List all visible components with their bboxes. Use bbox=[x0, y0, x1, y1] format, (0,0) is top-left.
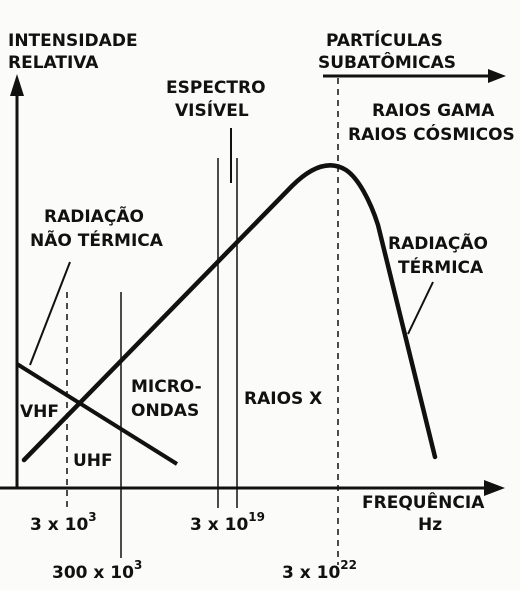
visible-spectrum-label-line2: VISÍVEL bbox=[175, 99, 249, 121]
thermal-label-line2: TÉRMICA bbox=[398, 256, 484, 278]
gamma-rays-label: RAIOS GAMA bbox=[372, 101, 495, 121]
thermal-label-line1: RADIAÇÃO bbox=[388, 231, 488, 254]
x-axis-arrow-icon bbox=[484, 480, 505, 496]
tick-label-300e3: 300 x 103 bbox=[52, 558, 142, 583]
vhf-label: VHF bbox=[20, 402, 59, 422]
uhf-label: UHF bbox=[73, 451, 113, 471]
thermal-leader-line bbox=[407, 281, 434, 335]
tick-label-3e3: 3 x 103 bbox=[30, 510, 97, 535]
nonthermal-leader-line bbox=[29, 261, 71, 366]
nonthermal-label-line1: RADIAÇÃO bbox=[44, 204, 144, 227]
nonthermal-curve bbox=[15, 362, 179, 466]
y-axis-label-line2: RELATIVA bbox=[8, 53, 99, 73]
cosmic-rays-label: RAIOS CÓSMICOS bbox=[348, 123, 515, 145]
y-axis-arrow-icon bbox=[10, 74, 24, 96]
particles-label-line1: PARTÍCULAS bbox=[326, 29, 443, 51]
xrays-label: RAIOS X bbox=[244, 389, 322, 409]
y-axis-label-line1: INTENSIDADE bbox=[8, 31, 138, 51]
nonthermal-label-line2: NÃO TÉRMICA bbox=[30, 228, 164, 251]
x-axis-label-line1: FREQUÊNCIA bbox=[362, 491, 485, 513]
visible-spectrum-label-line1: ESPECTRO bbox=[166, 78, 266, 98]
thermal-curve bbox=[21, 163, 438, 463]
particles-label-line2: SUBATÔMICAS bbox=[318, 51, 456, 73]
microwaves-label-line2: ONDAS bbox=[131, 401, 199, 421]
particles-arrow-icon bbox=[488, 69, 506, 83]
x-axis-label-line2: Hz bbox=[418, 515, 442, 535]
tick-label-3e22: 3 x 1022 bbox=[282, 558, 357, 583]
microwaves-label-line1: MICRO- bbox=[131, 377, 202, 397]
tick-label-3e19: 3 x 1019 bbox=[190, 510, 265, 535]
